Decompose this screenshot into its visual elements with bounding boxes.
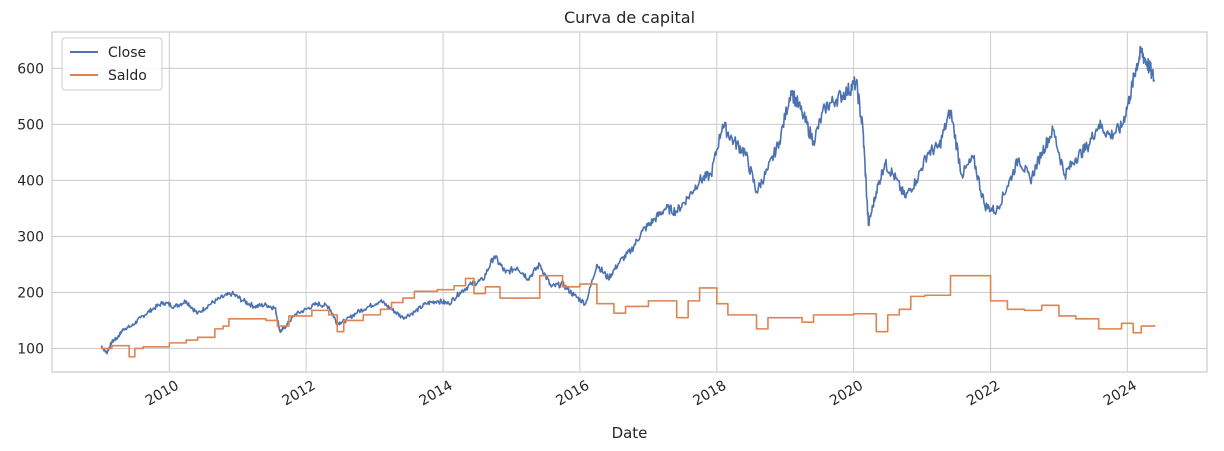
series-line-saldo bbox=[101, 274, 1156, 358]
legend-label: Saldo bbox=[108, 68, 147, 84]
x-tick-label: 2010 bbox=[143, 378, 182, 410]
grid bbox=[52, 32, 1207, 372]
x-axis-label: Date bbox=[612, 424, 648, 442]
series-group bbox=[100, 45, 1156, 358]
x-tick-label: 2012 bbox=[280, 378, 319, 410]
y-tick-label: 400 bbox=[17, 173, 44, 189]
legend-label: Close bbox=[108, 45, 146, 61]
x-tick-label: 2022 bbox=[964, 378, 1003, 410]
x-tick-label: 2016 bbox=[553, 378, 592, 410]
y-tick-label: 500 bbox=[17, 117, 44, 133]
series-line-close bbox=[100, 45, 1156, 355]
x-tick-label: 2014 bbox=[417, 378, 456, 410]
y-tick-label: 200 bbox=[17, 285, 44, 301]
y-tick-label: 100 bbox=[17, 341, 44, 357]
x-tick-label: 2020 bbox=[827, 378, 866, 410]
y-axis: 100 200 300 400 500 600 bbox=[17, 61, 44, 357]
y-tick-label: 600 bbox=[17, 61, 44, 77]
x-axis: 2010 2012 2014 2016 2018 2020 2022 2024 bbox=[143, 378, 1140, 410]
legend: Close Saldo bbox=[61, 37, 163, 91]
chart-title: Curva de capital bbox=[564, 8, 695, 27]
x-tick-label: 2018 bbox=[690, 378, 729, 410]
y-tick-label: 300 bbox=[17, 229, 44, 245]
plot-frame bbox=[51, 31, 1208, 373]
x-tick-label: 2024 bbox=[1101, 378, 1140, 410]
